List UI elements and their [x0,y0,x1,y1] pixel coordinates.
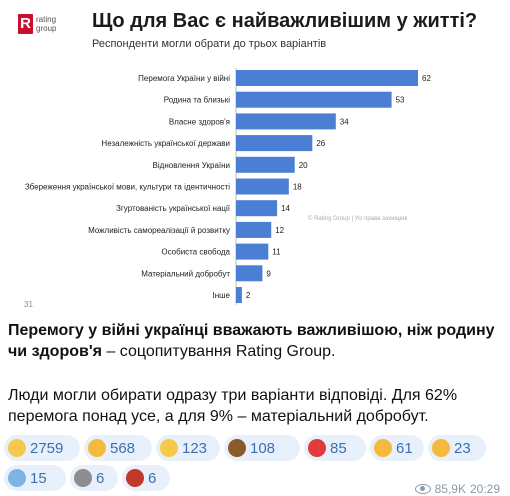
bar [236,113,336,130]
watermark: © Rating Group | Усі права захищені [308,215,407,222]
reaction-pill[interactable]: 85 [304,435,366,461]
category-label: Збереження української мови, культури та… [25,183,230,192]
value-label: 18 [293,183,302,192]
category-label: Інше [212,291,230,300]
thumbs-up-icon [88,439,106,457]
reaction-moai[interactable]: 6 [70,465,118,491]
pointing-hand-icon [432,439,450,457]
poop-icon [228,439,246,457]
clown-face-icon [8,439,26,457]
bar [236,265,263,282]
bar [236,91,392,108]
grinning-face-icon [160,439,178,457]
logo-line-2: group [36,24,57,33]
category-label: Перемога України у війні [138,74,230,83]
chart-title: Що для Вас є найважливішим у житті? [92,10,478,32]
fire-demon-icon [126,469,144,487]
category-label: Власне здоров'я [169,117,230,126]
bar [236,221,272,238]
logo-text: rating group [36,15,56,33]
value-label: 14 [281,204,290,213]
rating-group-logo: R rating group [18,14,58,38]
post-time: 20:29 [469,482,500,496]
moai-icon [74,469,92,487]
reaction-scream-face[interactable]: 15 [4,465,66,491]
reaction-count: 6 [96,469,105,487]
post-meta: 85,9K 20:29 [414,482,500,496]
scream-face-icon [8,469,26,487]
category-label: Згуртованість української нації [116,204,231,213]
value-label: 34 [340,117,349,126]
reaction-clown-face[interactable]: 2759 [4,435,80,461]
bar [236,243,269,260]
reaction-count: 15 [30,469,47,487]
reaction-pointing-hand[interactable]: 23 [428,435,486,461]
reaction-count: 123 [182,439,208,457]
logo-line-1: rating [36,15,57,24]
category-label: Матеріальний добробут [141,269,230,278]
value-label: 26 [316,139,325,148]
page-number: 31 [24,300,33,309]
value-label: 20 [299,161,308,170]
reaction-count: 85 [330,439,347,457]
category-label: Можливість самореалізації й розвитку [88,226,230,235]
reaction-fire-demon[interactable]: 6 [122,465,170,491]
post-headline: Перемогу у війні українці вважають важли… [8,320,502,362]
post-body: Люди могли обирати одразу три варіанти в… [8,387,458,425]
bar-chart: Перемога України у війні 62 Родина та близ… [25,68,431,305]
reactions-bar: 2759 568 123 108 85 61 23 15 6 6 [4,435,506,491]
bar [236,135,313,152]
reaction-count: 108 [250,439,276,457]
logo-mark: R [18,14,33,34]
thumbs-down-icon [374,439,392,457]
eye-icon [414,484,431,494]
value-label: 53 [396,96,405,105]
value-label: 12 [275,226,284,235]
reaction-count: 23 [454,439,471,457]
category-label: Відновлення України [153,161,230,170]
reaction-count: 6 [148,469,157,487]
category-label: Родина та близькі [164,96,230,105]
headline-bold: Перемогу у війні українці вважають важли… [8,322,495,360]
bar [236,200,278,217]
chart-subtitle: Респонденти могли обрати до трьох варіан… [92,38,327,50]
reaction-count: 568 [110,439,136,457]
value-label: 11 [272,248,281,257]
reaction-thumbs-up[interactable]: 568 [84,435,152,461]
reaction-count: 61 [396,439,413,457]
bar [236,70,418,86]
bar [236,156,295,173]
value-label: 2 [246,291,251,300]
pill-icon [308,439,326,457]
category-label: Незалежність української держави [101,139,230,148]
view-count: 85,9K [434,482,466,496]
headline-rest: – соцопитування Rating Group. [101,343,336,360]
value-label: 62 [422,74,431,83]
reaction-grinning-face[interactable]: 123 [156,435,220,461]
chart-image[interactable]: R rating group Що для Вас є найважливіши… [8,4,477,312]
reaction-count: 2759 [30,439,64,457]
value-label: 9 [266,269,271,278]
bar [236,178,289,195]
reaction-thumbs-down[interactable]: 61 [370,435,424,461]
category-label: Особиста свобода [161,248,230,257]
bar [236,287,242,303]
reaction-poop[interactable]: 108 [224,435,300,461]
